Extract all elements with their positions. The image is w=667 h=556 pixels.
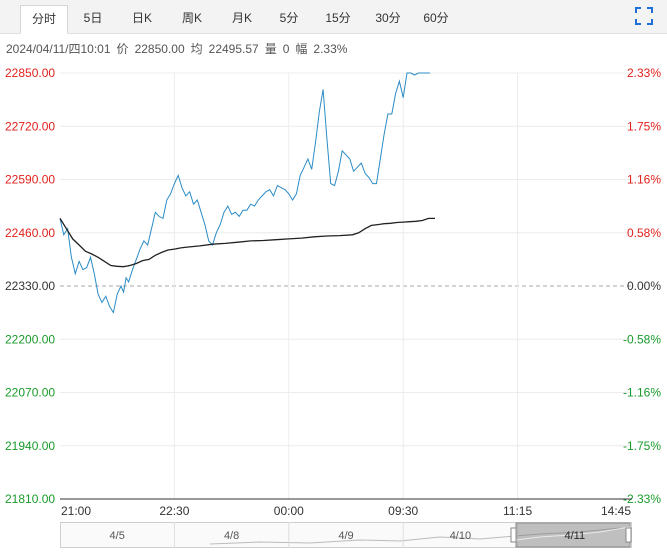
x-tick-label: 22:30 bbox=[159, 504, 189, 518]
expand-icon[interactable] bbox=[635, 7, 653, 25]
navigator-selected-day-label: 4/11 bbox=[565, 530, 586, 542]
navigator-day-label: 4/8 bbox=[224, 530, 239, 542]
y-tick-label-left: 22070.00 bbox=[5, 386, 55, 400]
x-tick-label: 14:45 bbox=[601, 504, 631, 518]
y-tick-label-right: -1.75% bbox=[623, 439, 661, 453]
navigator-day-label: 4/5 bbox=[110, 530, 125, 542]
y-tick-label-left: 21810.00 bbox=[5, 492, 55, 506]
y-tick-label-left: 22720.00 bbox=[5, 119, 55, 133]
period-tab-bar: 分时 5日 日K 周K 月K 5分 15分 30分 60分 bbox=[0, 0, 667, 34]
amplitude-value: 2.33% bbox=[313, 42, 348, 56]
y-tick-label-left: 21940.00 bbox=[5, 439, 55, 453]
y-tick-label-right: 0.00% bbox=[627, 279, 661, 293]
x-tick-label: 00:00 bbox=[274, 504, 304, 518]
price-line bbox=[59, 72, 430, 314]
avg-value: 22495.57 bbox=[208, 42, 259, 56]
tab-5day[interactable]: 5日 bbox=[83, 11, 103, 25]
y-tick-label-right: -2.33% bbox=[623, 492, 661, 506]
average-line bbox=[59, 217, 435, 268]
price-label: 价 bbox=[116, 42, 129, 56]
y-tick-label-left: 22590.00 bbox=[5, 173, 55, 187]
tab-monthly-k[interactable]: 月K bbox=[231, 11, 252, 25]
navigator-handle-right[interactable] bbox=[625, 527, 632, 543]
y-tick-label-right: -1.16% bbox=[623, 386, 661, 400]
quote-datetime: 2024/04/11/四10:01 bbox=[6, 42, 111, 56]
time-range-navigator[interactable]: 4/54/84/94/104/114/11 bbox=[60, 522, 632, 548]
navigator-day-label: 4/9 bbox=[338, 530, 353, 542]
tab-60min[interactable]: 60分 bbox=[423, 11, 449, 25]
y-tick-label-right: 1.16% bbox=[627, 173, 661, 187]
volume-label: 量 bbox=[264, 42, 277, 56]
quote-info-bar: 2024/04/11/四10:01 价 22850.00 均 22495.57 量 0 幅 2.… bbox=[6, 40, 353, 57]
navigator-handle-left[interactable] bbox=[510, 527, 517, 543]
y-tick-label-left: 22460.00 bbox=[5, 226, 55, 240]
tab-15min[interactable]: 15分 bbox=[325, 11, 351, 25]
y-tick-label-right: -0.58% bbox=[623, 332, 661, 346]
amplitude-label: 幅 bbox=[295, 42, 308, 56]
navigator-mini-trace bbox=[209, 527, 621, 545]
y-tick-label-right: 1.75% bbox=[627, 119, 661, 133]
y-tick-label-left: 22330.00 bbox=[5, 279, 55, 293]
navigator-day-label: 4/11 bbox=[565, 530, 586, 542]
x-tick-label: 21:00 bbox=[61, 504, 91, 518]
y-tick-label-right: 0.58% bbox=[627, 226, 661, 240]
tab-5min[interactable]: 5分 bbox=[279, 11, 299, 25]
y-tick-label-right: 2.33% bbox=[627, 66, 661, 80]
y-tick-label-left: 22850.00 bbox=[5, 66, 55, 80]
tab-weekly-k[interactable]: 周K bbox=[181, 11, 202, 25]
navigator-selection-trace bbox=[515, 526, 631, 541]
avg-label: 均 bbox=[190, 42, 203, 56]
x-tick-label: 09:30 bbox=[388, 504, 418, 518]
intraday-chart[interactable]: 22850.00 2.33% 22720.00 1.75% 22590.00 1.16% 2… bbox=[0, 58, 667, 522]
navigator-day-label: 4/10 bbox=[450, 530, 471, 542]
x-tick-label: 11:15 bbox=[503, 504, 532, 518]
volume-value: 0 bbox=[282, 42, 290, 56]
price-value: 22850.00 bbox=[134, 42, 185, 56]
tab-daily-k[interactable]: 日K bbox=[131, 11, 152, 25]
y-tick-label-left: 22200.00 bbox=[5, 332, 55, 346]
tab-intraday[interactable]: 分时 bbox=[20, 5, 68, 34]
tab-30min[interactable]: 30分 bbox=[375, 11, 401, 25]
